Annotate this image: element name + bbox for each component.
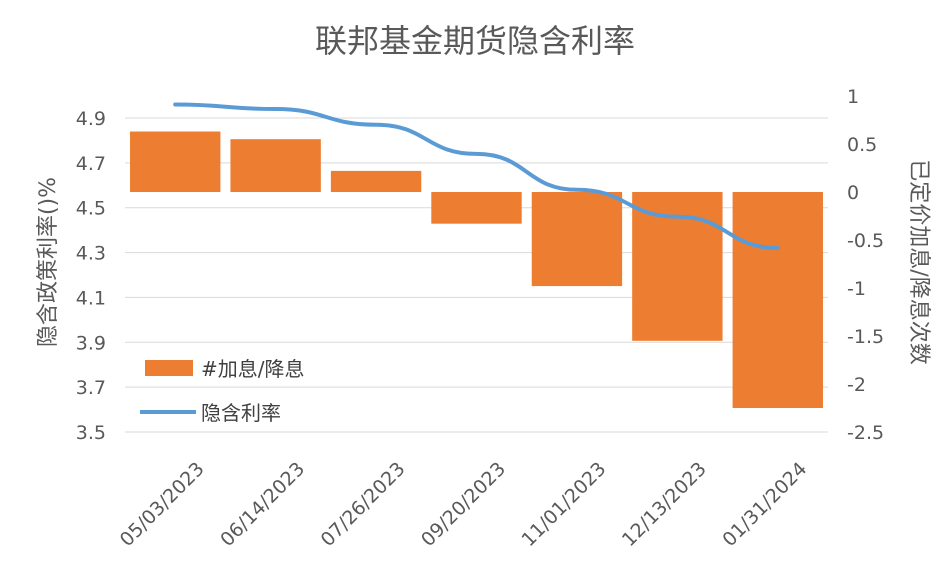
bar [330,170,422,192]
x-axis-tick-label: 01/31/2024 [718,458,811,551]
bar [632,192,723,341]
left-axis-tick-label: 4.5 [76,198,106,220]
legend: #加息/降息 隐含利率 [140,357,305,425]
left-axis-ticks: 4.9 4.7 4.5 4.3 4.1 3.9 3.7 3.5 [76,108,106,444]
right-axis-tick-label: -2 [847,374,866,396]
legend-label-line: 隐含利率 [201,401,281,425]
bar [130,131,221,192]
right-axis-tick-label: 0.5 [847,134,877,156]
x-axis-tick-label: 06/14/2023 [216,458,309,551]
x-axis-tick-label: 05/03/2023 [116,458,209,551]
right-axis-tick-label: 0 [847,182,859,204]
left-axis-tick-label: 3.7 [76,377,106,399]
line-series [173,102,780,251]
legend-label-bar: #加息/降息 [201,357,305,381]
right-axis-tick-label: -0.5 [847,230,884,252]
left-axis-tick-label: 4.1 [76,287,106,309]
left-axis-tick-label: 3.5 [76,422,106,444]
bar [230,139,321,192]
legend-swatch-bar [145,360,193,376]
bar [531,192,623,287]
right-axis-tick-label: -1.5 [847,326,884,348]
left-axis-title: 隐含政策利率()% [36,177,61,347]
bar [732,192,823,408]
x-axis-tick-label: 12/13/2023 [618,458,711,551]
left-axis-tick-label: 3.9 [76,332,106,354]
implied-rate-line [173,102,780,251]
x-axis-tick-label: 07/26/2023 [317,458,410,551]
left-axis-tick-label: 4.9 [76,108,106,130]
right-axis-tick-label: 1 [847,86,859,108]
x-axis-ticks: 05/03/2023 06/14/2023 07/26/2023 09/20/2023… [116,458,812,551]
right-axis-tick-label: -2.5 [847,422,884,444]
right-axis-title: 已定价加息/降息次数 [906,159,931,364]
chart-title: 联邦基金期货隐含利率 [315,22,635,60]
x-axis-tick-label: 11/01/2023 [517,458,610,551]
right-axis-tick-label: -1 [847,278,866,300]
x-axis-tick-label: 09/20/2023 [417,458,510,551]
right-axis-ticks: 1 0.5 0 -0.5 -1 -1.5 -2 -2.5 [847,86,884,444]
left-axis-tick-label: 4.7 [76,153,106,175]
bar [431,192,522,224]
left-axis-tick-label: 4.3 [76,243,106,265]
